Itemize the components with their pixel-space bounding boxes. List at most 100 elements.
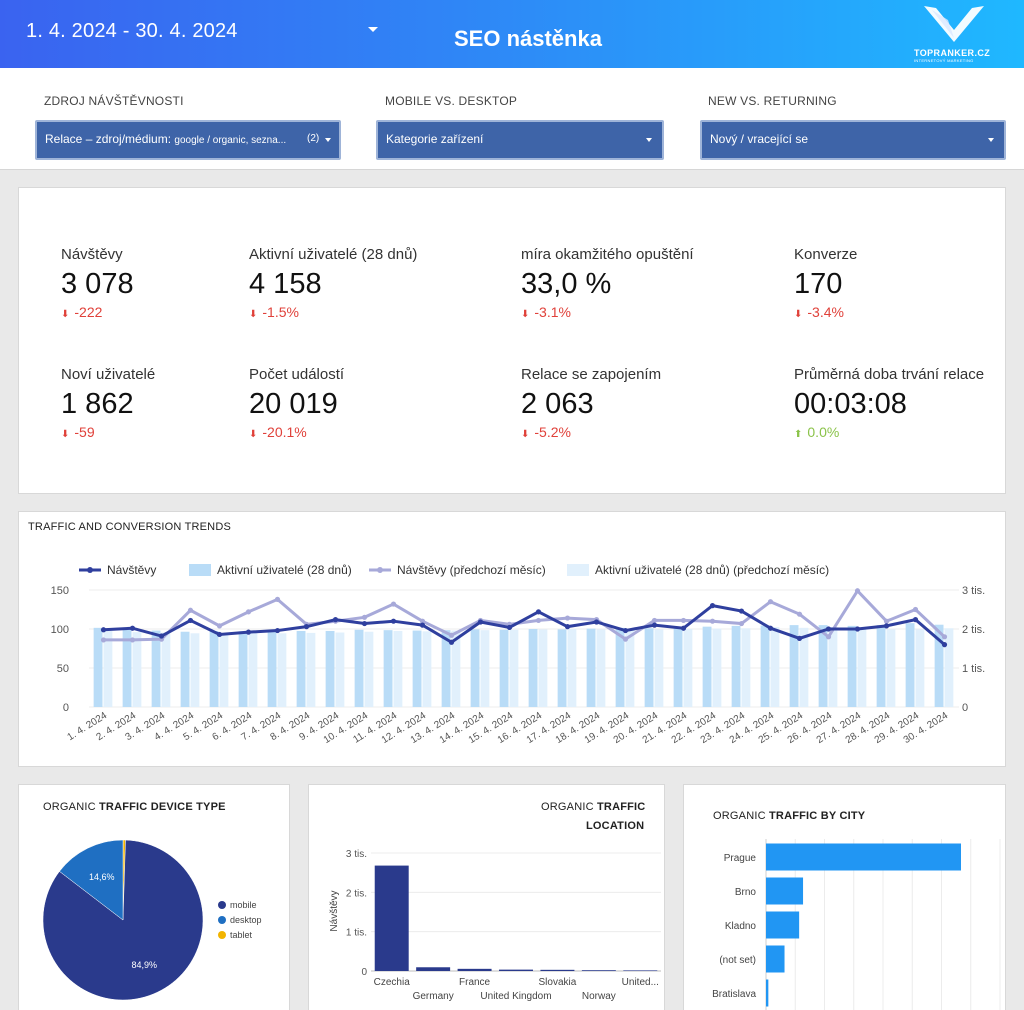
logo-text: TOPRANKER.CZ — [914, 48, 991, 58]
trend-point — [419, 618, 426, 624]
pie-legend-dot — [218, 901, 226, 909]
left-axis-tick: 50 — [57, 663, 69, 675]
trend-point — [535, 609, 542, 615]
y-axis-tick: Bratislava — [712, 989, 756, 1000]
trend-point — [651, 617, 658, 624]
kpi-delta: ⬇ -20.1% — [249, 424, 307, 440]
city-title: ORGANIC TRAFFIC BY CITY — [713, 810, 865, 822]
location-card: ORGANIC TRAFFIC LOCATION 0 1 tis. 2 tis. 3 … — [308, 784, 665, 1010]
trend-point — [854, 626, 861, 632]
trend-point — [825, 626, 832, 632]
kpi-delta: ⬇ -1.5% — [249, 304, 299, 320]
trend-bar — [615, 627, 625, 707]
device-type-card: ORGANIC TRAFFIC DEVICE TYPE 84,9% 14,6% mo… — [18, 784, 290, 1010]
trend-bar — [770, 627, 780, 707]
trend-bar — [586, 628, 596, 707]
right-axis-tick: 2 tis. — [962, 624, 985, 636]
y-axis-tick: (not set) — [719, 955, 756, 966]
city-title-bold: TRAFFIC BY CITY — [769, 810, 866, 822]
city-bar — [766, 843, 961, 871]
trend-point — [390, 618, 397, 624]
trend-bar — [876, 625, 886, 707]
trend-bar — [103, 630, 113, 707]
y-axis-tick: 2 tis. — [346, 888, 367, 899]
pie-legend-dot — [218, 931, 226, 939]
pie-legend-label: desktop — [230, 915, 262, 925]
arrow-down-icon: ⬇ — [249, 429, 258, 440]
trend-point — [564, 624, 571, 630]
y-axis-tick: 3 tis. — [346, 849, 367, 860]
pie-slice-label: 84,9% — [131, 960, 157, 970]
legend-bar-swatch — [189, 564, 211, 576]
left-axis-tick: 100 — [51, 624, 69, 636]
trend-point — [854, 588, 861, 594]
trend-bar — [277, 633, 287, 707]
trend-bar — [538, 629, 548, 707]
pie-slice-desktop — [59, 839, 124, 921]
trend-point — [361, 620, 368, 627]
trend-point — [883, 623, 890, 629]
trend-chart-title: TRAFFIC AND CONVERSION TRENDS — [28, 521, 232, 533]
kpi-label: Průměrná doba trvání relace — [794, 366, 985, 383]
right-axis-tick: 1 tis. — [962, 663, 985, 675]
trend-point — [100, 627, 107, 633]
y-axis-tick: 1 tis. — [346, 928, 367, 939]
trend-bar — [741, 628, 751, 707]
kpi-value: 20 019 — [249, 388, 338, 420]
date-range-dropdown-icon[interactable] — [368, 27, 378, 32]
x-axis-tick: Germany — [413, 991, 454, 1002]
trend-bar — [180, 631, 190, 707]
arrow-down-icon: ⬇ — [521, 309, 530, 320]
city-bar — [766, 979, 769, 1007]
trend-bar — [238, 631, 248, 707]
device-type-title-prefix: ORGANIC — [43, 801, 99, 813]
left-axis-tick: 0 — [63, 702, 69, 714]
kpi-delta: ⬇ -5.2% — [521, 424, 571, 440]
device-type-title-bold: TRAFFIC DEVICE TYPE — [99, 801, 226, 813]
location-title-bold: TRAFFIC — [597, 801, 646, 813]
trend-bar — [383, 630, 393, 707]
trend-point — [651, 622, 658, 628]
kpi-delta-value: -3.4% — [807, 304, 844, 320]
trend-bar — [219, 633, 229, 707]
trend-bar — [712, 628, 722, 707]
legend-dot-swatch — [87, 567, 93, 573]
location-bar — [416, 967, 451, 971]
left-axis-tick: 150 — [51, 585, 69, 597]
filter-bar: ZDROJ NÁVŠTĚVNOSTI Relace – zdroj/médium… — [0, 68, 1024, 170]
kpi-scorecards: Návštěvy 3 078 ⬇ -222 Aktivní uživatelé (28 … — [18, 187, 1006, 494]
trend-bar — [915, 629, 925, 707]
kpi-delta-value: -222 — [74, 304, 103, 320]
trend-point — [622, 636, 629, 642]
location-bar — [457, 968, 492, 971]
date-range-picker[interactable]: 1. 4. 2024 - 30. 4. 2024 — [26, 20, 238, 42]
trend-point — [796, 611, 803, 617]
pie-legend-dot — [218, 916, 226, 924]
logo-subtext: INTERNETOVÝ MARKETING — [914, 58, 974, 63]
city-bar — [766, 877, 804, 905]
device-type-pie: 84,9% 14,6% mobile desktop tablet — [42, 839, 262, 1001]
new-returning-dropdown[interactable]: Nový / vracející se — [700, 120, 1006, 160]
source-medium-dropdown[interactable]: Relace – zdroj/médium: google / organic,… — [35, 120, 341, 160]
trend-point — [187, 617, 194, 624]
trend-point — [738, 608, 745, 614]
city-title-prefix: ORGANIC — [713, 810, 769, 822]
device-category-dropdown[interactable]: Kategorie zařízení — [376, 120, 664, 160]
pie-legend-label: mobile — [230, 900, 257, 910]
arrow-down-icon: ⬇ — [61, 429, 70, 440]
trend-point — [506, 624, 513, 631]
city-card: ORGANIC TRAFFIC BY CITY Prague Brno Kladno… — [683, 784, 1006, 1010]
trend-bar — [470, 629, 480, 707]
trend-point — [680, 617, 687, 624]
location-bar-chart: 0 1 tis. 2 tis. 3 tis. Návštěvy CzechiaGerman… — [329, 849, 661, 1002]
trend-bar — [683, 629, 693, 707]
trend-bar — [799, 627, 809, 707]
trend-bar — [934, 624, 944, 707]
trend-bar — [132, 632, 142, 707]
trend-bar — [596, 629, 606, 707]
kpi-label: Konverze — [794, 246, 858, 263]
trend-point — [100, 637, 107, 643]
trend-point — [709, 618, 716, 624]
trend-point — [767, 599, 774, 605]
visits-line — [103, 604, 946, 646]
